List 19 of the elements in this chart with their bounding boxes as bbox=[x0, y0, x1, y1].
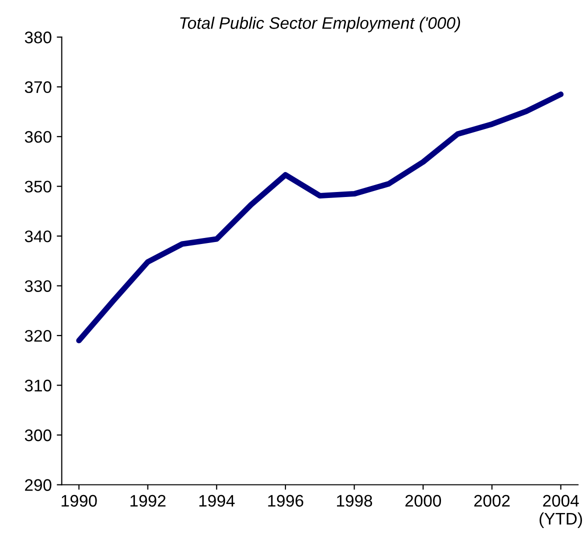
x-tick-label: 1994 bbox=[199, 494, 235, 507]
x-tick-label: 2004 (YTD) bbox=[540, 494, 582, 528]
x-tick-label: 1992 bbox=[130, 494, 166, 507]
x-tick-label: 1990 bbox=[62, 494, 97, 507]
y-tick-label: 380 bbox=[24, 32, 52, 44]
chart-title: Total Public Sector Employment ('000) bbox=[180, 16, 460, 32]
y-tick-label: 290 bbox=[25, 479, 52, 491]
x-tick-label: 1998 bbox=[337, 494, 372, 507]
y-tick-label: 300 bbox=[24, 429, 52, 442]
y-tick-label: 310 bbox=[24, 380, 52, 392]
y-tick-label: 320 bbox=[24, 330, 52, 342]
y-tick-label: 360 bbox=[24, 130, 52, 143]
y-tick-label: 330 bbox=[24, 280, 52, 292]
x-tick-label: 2002 bbox=[474, 494, 510, 507]
y-tick-label: 340 bbox=[24, 230, 52, 242]
y-tick-label: 370 bbox=[24, 81, 52, 94]
x-tick-label: 2000 bbox=[405, 494, 442, 507]
y-tick-label: 350 bbox=[24, 180, 52, 193]
x-tick-label: 1996 bbox=[268, 494, 304, 507]
